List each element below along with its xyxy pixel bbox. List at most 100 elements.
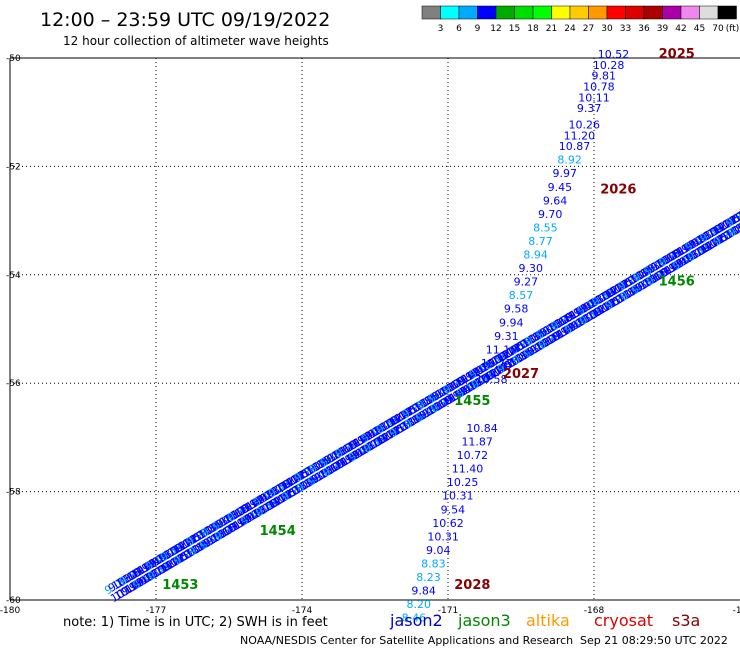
- swh-label: 8.92: [557, 154, 582, 167]
- swh-label: 9.58: [504, 303, 529, 316]
- pass-label: 2025: [659, 47, 695, 62]
- footer-timestamp: Sep 21 08:29:50 UTC 2022: [580, 634, 728, 647]
- color-scale-swatch: [495, 5, 515, 20]
- swh-label: 8.83: [421, 557, 446, 570]
- color-scale-label: 3: [438, 24, 444, 34]
- swh-label: 8.20: [407, 598, 432, 611]
- x-tick-label: -168: [584, 606, 605, 616]
- swh-label: 10.52: [598, 48, 630, 61]
- color-scale-swatch: [514, 5, 534, 20]
- color-scale-swatch: [699, 5, 719, 20]
- swh-label: 10.31: [442, 490, 474, 503]
- y-tick-label: -52: [6, 162, 21, 172]
- y-tick-label: -56: [6, 379, 21, 389]
- swh-label: 10.31: [427, 530, 459, 543]
- color-scale-label: 36: [638, 24, 650, 34]
- pass-label: 2026: [600, 183, 636, 198]
- swh-label: 9.37: [577, 102, 602, 115]
- swh-label: 10.26: [569, 118, 601, 131]
- swh-label: 9.27: [514, 276, 539, 289]
- color-scale-swatch: [606, 5, 626, 20]
- swh-label: 10.58: [476, 373, 508, 386]
- color-scale-label: 70: [712, 24, 724, 34]
- color-scale-swatch: [569, 5, 589, 20]
- satellite-legend-altika: altika: [526, 611, 570, 630]
- swh-label: 11.69: [735, 196, 740, 223]
- swh-label: 10.35: [730, 211, 740, 238]
- swh-label: 9.97: [553, 167, 578, 180]
- swh-label: 10.72: [457, 449, 489, 462]
- color-scale-swatch: [662, 5, 682, 20]
- swh-label: 11.19: [486, 343, 518, 356]
- color-scale-swatch: [477, 5, 497, 20]
- satellite-legend-cryosat: cryosat: [594, 611, 653, 630]
- swh-label: 9.30: [518, 262, 543, 275]
- color-scale-label: 27: [583, 24, 594, 34]
- y-tick-label: -60: [6, 596, 21, 606]
- swh-label: 8.94: [523, 249, 548, 262]
- swh-label: 11.20: [564, 129, 596, 142]
- color-scale-swatch: [680, 5, 700, 20]
- swh-label: 9.00: [737, 210, 740, 234]
- swh-label: 9.64: [543, 194, 568, 207]
- swh-label: 9.70: [538, 208, 563, 221]
- x-tick-label: -16: [733, 606, 740, 616]
- color-scale-swatch: [717, 5, 737, 20]
- color-scale-label: 9: [475, 24, 481, 34]
- footer-note: note: 1) Time is in UTC; 2) SWH is in fe…: [63, 615, 328, 630]
- pass-label: 1455: [454, 394, 490, 409]
- pass-label: 1453: [162, 578, 198, 593]
- x-tick-label: -177: [146, 606, 166, 616]
- x-tick-label: -171: [438, 606, 458, 616]
- swh-label: 9.54: [441, 503, 466, 516]
- chart-subtitle: 12 hour collection of altimeter wave hei…: [63, 34, 329, 48]
- swh-label: 9.04: [426, 544, 451, 557]
- swh-label: 10.78: [583, 81, 615, 94]
- x-tick-label: -174: [292, 606, 313, 616]
- footer-credit: NOAA/NESDIS Center for Satellite Applica…: [240, 634, 573, 647]
- swh-label: 8.55: [533, 221, 558, 234]
- satellite-legend-s3a: s3a: [672, 611, 700, 630]
- color-scale-label: 39: [657, 24, 669, 34]
- swh-label: 9.31: [494, 330, 519, 343]
- color-scale-label: 6: [456, 24, 462, 34]
- color-scale-label: 21: [546, 24, 557, 34]
- y-tick-label: -58: [6, 488, 21, 498]
- swh-label: 10.28: [593, 59, 625, 72]
- color-scale-label: 30: [601, 24, 613, 34]
- swh-label: 8.57: [509, 289, 534, 302]
- satellite-legend-jason3: jason3: [457, 611, 511, 630]
- color-scale-unit: (ft): [726, 24, 740, 34]
- swh-label: 8.23: [416, 571, 441, 584]
- color-scale-label: 42: [675, 24, 686, 34]
- color-scale-swatch: [421, 5, 441, 20]
- color-scale-swatch: [643, 5, 663, 20]
- swh-label: 10.86: [731, 198, 740, 225]
- swh-label: 10.11: [578, 91, 610, 104]
- pass-label: 1454: [260, 524, 296, 539]
- swh-label: 10.62: [432, 517, 464, 530]
- swh-label: 9.84: [411, 585, 436, 598]
- swh-label: 11.18: [733, 208, 740, 235]
- pass-label: 2027: [503, 367, 539, 382]
- color-scale-swatch: [532, 5, 552, 20]
- color-scale-label: 15: [509, 24, 520, 34]
- swh-label: 10.84: [466, 422, 498, 435]
- color-scale-swatch: [458, 5, 478, 20]
- swh-label: 9.94: [499, 316, 524, 329]
- pass-label: 1456: [659, 275, 695, 290]
- color-scale-swatch: [440, 5, 460, 20]
- swh-label: 10.25: [447, 476, 479, 489]
- satellite-legend-jason2: jason2: [389, 611, 443, 630]
- swh-label: 8.46: [402, 612, 427, 625]
- swh-label: 11.87: [461, 436, 493, 449]
- color-scale-label: 18: [527, 24, 539, 34]
- swh-label: 8.77: [528, 235, 553, 248]
- swh-label: 11.40: [452, 463, 484, 476]
- swh-label: 10.87: [559, 140, 591, 153]
- y-tick-label: -50: [6, 54, 21, 64]
- color-scale-label: 33: [620, 24, 631, 34]
- swh-label: 9.81: [591, 70, 616, 83]
